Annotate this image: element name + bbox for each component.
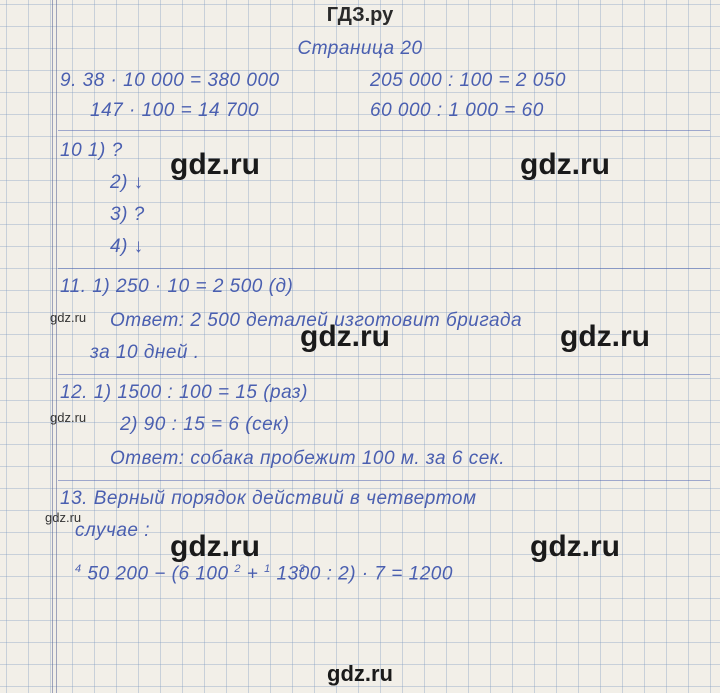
page: ГДЗ.ру Страница 20 9. 38 · 10 000 = 380 … [0,0,720,693]
watermark: gdz.ru [560,320,650,354]
order-sup-1: 1 [264,563,271,575]
site-header: ГДЗ.ру [0,4,720,27]
problem-9-eq3: 147 · 100 = 14 700 [90,100,259,122]
watermark: gdz.ru [170,148,260,182]
footer-watermark: gdz.ru [0,661,720,687]
problem-10-line4: 4) ↓ [110,236,144,258]
problem-9-eq2: 205 000 : 100 = 2 050 [370,70,566,92]
problem-10-line1: 10 1) ? [60,140,123,162]
divider [58,130,710,131]
watermark-small: gdz.ru [45,510,81,525]
page-title: Страница 20 [0,38,720,60]
problem-13-line2: случае : [75,520,150,542]
problem-10-line2: 2) ↓ [110,172,144,194]
problem-9-eq1: 9. 38 · 10 000 = 380 000 [60,70,280,92]
order-sup-2: 2 [234,563,241,575]
watermark: gdz.ru [300,320,390,354]
problem-12-line2: 2) 90 : 15 = 6 (сек) [120,414,289,436]
order-sup-3: 3 [299,563,306,575]
expr-part-a: 50 200 − (6 100 [87,563,234,584]
margin-line [56,0,57,693]
problem-11-answer2: за 10 дней . [90,342,200,364]
watermark: gdz.ru [520,148,610,182]
divider [58,374,710,375]
watermark-small: gdz.ru [50,310,86,325]
divider [58,268,710,269]
problem-10-line3: 3) ? [110,204,145,226]
problem-13-line1: 13. Верный порядок действий в четвертом [60,488,476,510]
watermark-small: gdz.ru [50,410,86,425]
problem-12-line1: 12. 1) 1500 : 100 = 15 (раз) [60,382,308,404]
divider [58,480,710,481]
problem-11-line1: 11. 1) 250 · 10 = 2 500 (д) [60,276,293,298]
problem-9-eq4: 60 000 : 1 000 = 60 [370,100,544,122]
watermark: gdz.ru [530,530,620,564]
order-sup-4: 4 [75,563,82,575]
expr-plus: + [247,563,259,584]
problem-12-answer: Ответ: собака пробежит 100 м. за 6 сек. [110,448,505,470]
watermark: gdz.ru [170,530,260,564]
margin-line [52,0,53,693]
